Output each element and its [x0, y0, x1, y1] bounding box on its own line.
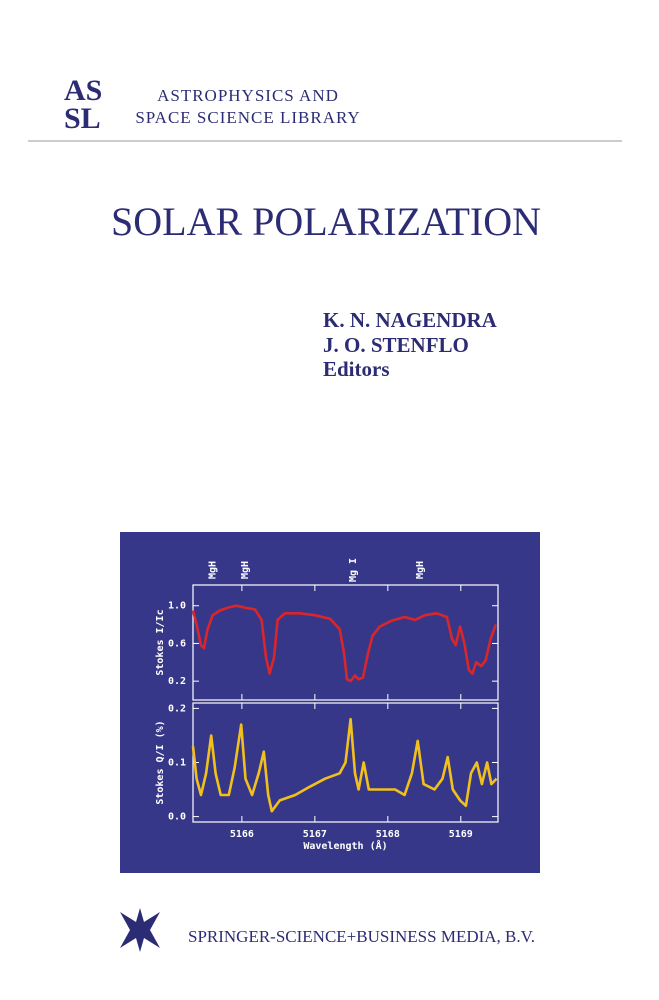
spectrum-line	[191, 604, 498, 683]
book-title: SOLAR POLARIZATION	[111, 199, 541, 244]
y-tick-label: 0.2	[168, 703, 186, 714]
spectrum-line	[191, 717, 498, 813]
editors-label: Editors	[323, 357, 390, 381]
logo-bottom: SL	[64, 102, 101, 135]
x-axis-label: Wavelength (Å)	[303, 839, 387, 852]
logo-mark	[120, 908, 160, 952]
y-tick-label: 0.1	[168, 758, 186, 769]
line-annotation: MgH	[240, 561, 251, 579]
y-tick-label: 0.2	[168, 676, 186, 687]
x-tick-label: 5168	[376, 829, 400, 840]
y-tick-label: 0.6	[168, 638, 186, 649]
logo-top: AS	[64, 74, 102, 107]
axes-frame	[192, 584, 499, 701]
y-tick-label: 1.0	[168, 601, 186, 612]
line-annotation: MgH	[208, 561, 219, 579]
x-tick-label: 5166	[230, 829, 254, 840]
editor: J. O. STENFLO	[323, 333, 469, 357]
y-axis-label: Stokes I/Ic	[155, 609, 166, 675]
y-tick-label: 0.0	[168, 812, 186, 823]
series-line: SPACE SCIENCE LIBRARY	[135, 108, 360, 127]
x-tick-label: 5169	[449, 829, 473, 840]
x-tick-label: 5167	[303, 829, 327, 840]
publisher-logo	[120, 908, 160, 952]
series-line: ASTROPHYSICS AND	[157, 86, 339, 105]
publisher: SPRINGER-SCIENCE+BUSINESS MEDIA, B.V.	[188, 927, 535, 946]
y-axis-label: Stokes Q/I (%)	[155, 720, 166, 804]
line-annotation: MgH	[415, 561, 426, 579]
line-annotation: Mg I	[348, 558, 359, 582]
editor: K. N. NAGENDRA	[323, 308, 498, 332]
